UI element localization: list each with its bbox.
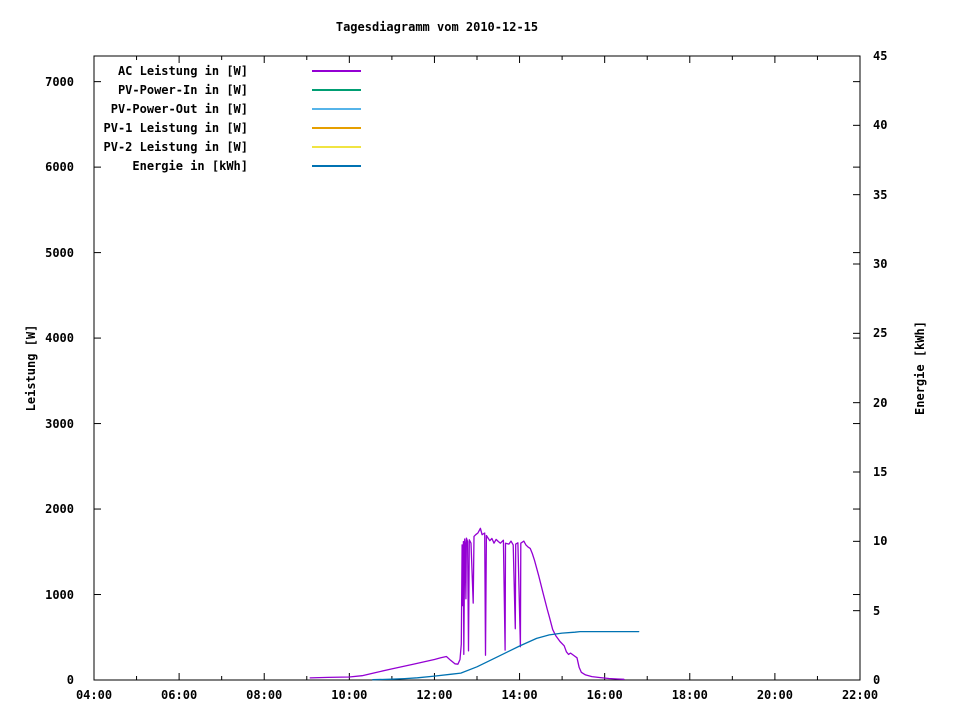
y-right-tick-label: 40: [873, 118, 888, 133]
y-right-tick-label: 30: [873, 257, 888, 271]
y-left-tick-label: 7000: [45, 74, 74, 89]
legend-line-sample: [312, 108, 361, 110]
x-tick-label: 16:00: [586, 688, 623, 702]
legend-line-sample: [312, 89, 361, 91]
y-right-tick-label: 10: [873, 534, 888, 549]
y-right-tick-label: 45: [873, 49, 888, 63]
y-right-tick-label: 20: [873, 395, 888, 410]
y-left-tick-label: 2000: [45, 502, 74, 517]
legend-line-sample: [312, 165, 361, 167]
x-tick-label: 06:00: [161, 688, 198, 702]
legend-label: AC Leistung in [W]: [117, 64, 248, 78]
y-left-tick-label: 1000: [45, 587, 74, 602]
y-left-tick-label: 0: [66, 673, 74, 687]
series-line-5: [372, 630, 640, 681]
x-tick-label: 12:00: [416, 688, 453, 702]
legend-label: PV-Power-In in [W]: [117, 83, 248, 97]
x-tick-label: 20:00: [756, 688, 793, 702]
y-left-tick-label: 5000: [45, 245, 74, 260]
x-tick-label: 14:00: [501, 688, 538, 702]
legend-line-sample: [312, 127, 361, 129]
x-tick-label: 10:00: [331, 688, 368, 702]
y-left-tick-label: 4000: [45, 331, 74, 346]
legend-label: PV-1 Leistung in [W]: [103, 121, 249, 135]
y-left-tick-label: 3000: [45, 416, 74, 431]
y-right-tick-label: 15: [873, 465, 888, 479]
y-right-tick-label: 0: [873, 673, 881, 687]
x-tick-label: 08:00: [246, 688, 283, 702]
x-tick-label: 04:00: [75, 688, 113, 702]
y-left-tick-label: 6000: [45, 160, 74, 175]
x-tick-label: 18:00: [671, 688, 708, 702]
y-axis-label-right: Energie [kWh]: [913, 321, 927, 415]
chart-title: Tagesdiagramm vom 2010-12-15: [335, 20, 539, 34]
series-line-0: [309, 527, 625, 680]
x-tick-label: 22:00: [841, 688, 879, 702]
legend-line-sample: [312, 70, 361, 72]
legend-label: PV-2 Leistung in [W]: [103, 140, 249, 154]
legend-line-sample: [312, 146, 361, 148]
legend-label: PV-Power-Out in [W]: [110, 102, 248, 116]
y-right-tick-label: 35: [873, 187, 888, 202]
legend-label: Energie in [kWh]: [132, 159, 248, 173]
y-right-tick-label: 25: [873, 326, 888, 341]
y-right-tick-label: 5: [873, 603, 881, 618]
